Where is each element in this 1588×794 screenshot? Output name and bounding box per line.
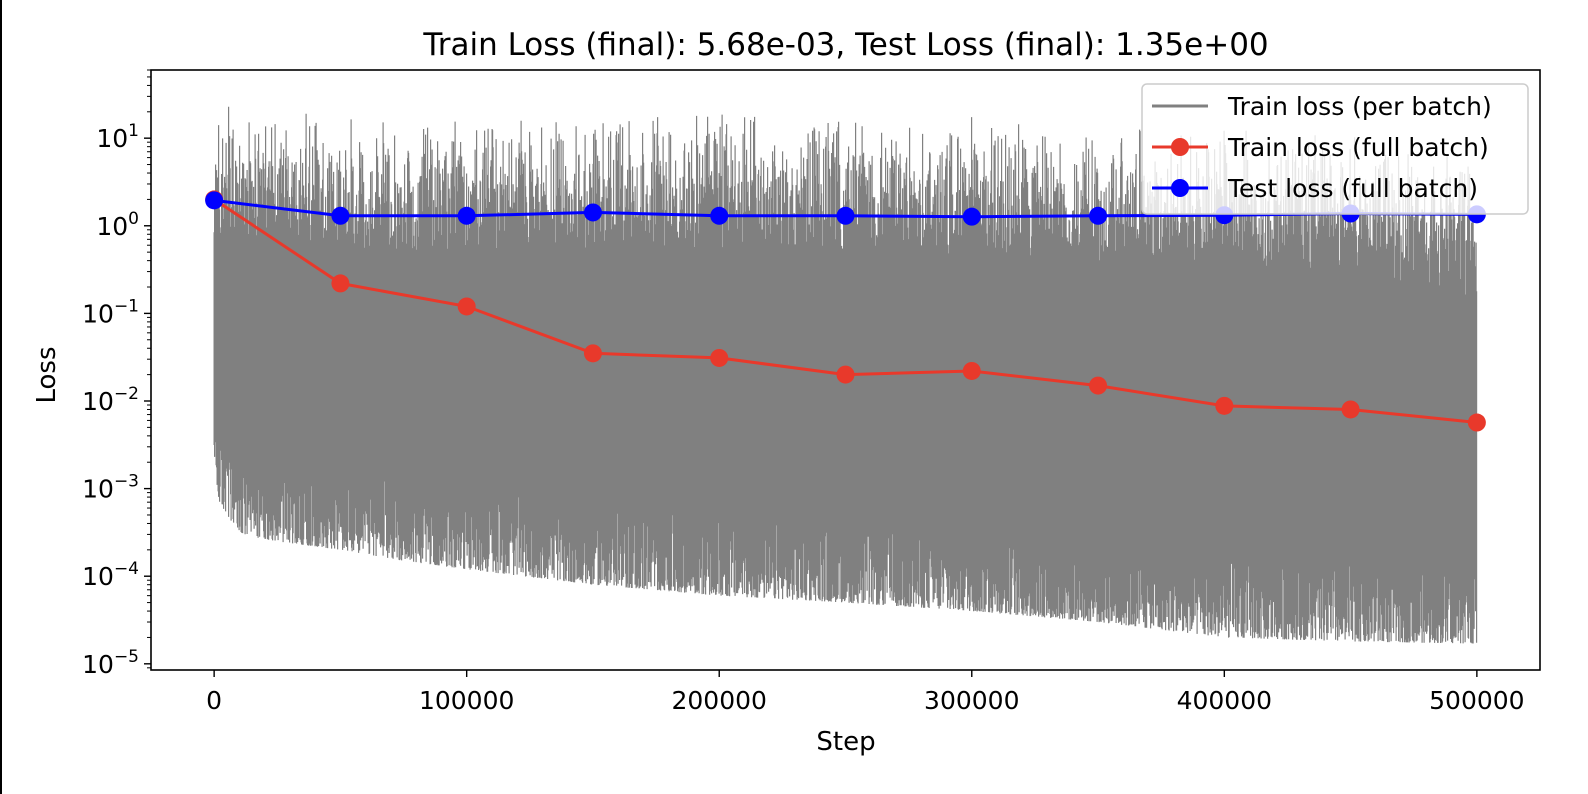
legend-marker-train-loss-full-batch <box>1171 138 1189 156</box>
legend-marker-test-loss-full-batch <box>1171 179 1189 197</box>
x-tick-label: 500000 <box>1429 686 1524 715</box>
y-axis-label: Loss <box>32 346 62 403</box>
test-loss-full-batch-point <box>962 207 981 226</box>
x-tick-label: 300000 <box>924 686 1019 715</box>
train-loss-full-batch-point <box>710 348 729 367</box>
y-tick-label: 10−2 <box>82 384 139 416</box>
test-loss-full-batch-point <box>331 206 350 225</box>
train-loss-full-batch-point <box>457 297 476 316</box>
train-loss-full-batch-point <box>962 361 981 380</box>
legend-label-test-loss-full-batch: Test loss (full batch) <box>1227 174 1478 203</box>
test-loss-full-batch-point <box>710 206 729 225</box>
x-tick-label: 0 <box>206 686 222 715</box>
legend-label-train-loss-per-batch: Train loss (per batch) <box>1227 92 1492 121</box>
train-loss-full-batch-point <box>331 274 350 293</box>
legend-box <box>1141 83 1529 215</box>
legend-label-train-loss-full-batch: Train loss (full batch) <box>1227 133 1489 162</box>
train-loss-full-batch-point <box>1215 396 1234 415</box>
legend: Train loss (per batch) Train loss (full b… <box>1141 83 1529 215</box>
train-loss-full-batch-point <box>583 344 602 363</box>
x-axis-label: Step <box>816 727 875 757</box>
x-tick-label: 400000 <box>1177 686 1272 715</box>
window-left-edge <box>0 0 2 794</box>
axes-frame <box>150 69 1541 671</box>
train-loss-full-batch-point <box>1089 376 1108 395</box>
train-loss-full-batch-point <box>1467 413 1486 432</box>
test-loss-full-batch-point <box>205 191 224 210</box>
train-loss-full-batch-point <box>1341 400 1360 419</box>
y-tick-label: 100 <box>96 209 139 241</box>
test-loss-full-batch-point <box>583 203 602 222</box>
chart-title: Train Loss (final): 5.68e-03, Test Loss … <box>422 27 1268 63</box>
test-loss-full-batch-point <box>1089 206 1108 225</box>
y-tick-label: 10−5 <box>82 647 139 679</box>
y-tick-label: 10−3 <box>82 472 139 504</box>
test-loss-full-batch-point <box>836 206 855 225</box>
y-tick-label: 101 <box>96 121 139 153</box>
axes: 0 100000 200000 300000 400000 500000 10−5 10−4 1… <box>82 69 1541 715</box>
x-tick-label: 200000 <box>672 686 767 715</box>
train-loss-full-batch-point <box>836 365 855 384</box>
train-loss-per-batch-series <box>213 106 1478 644</box>
y-tick-label: 10−4 <box>82 559 139 591</box>
test-loss-full-batch-point <box>457 206 476 225</box>
y-tick-label: 10−1 <box>82 296 139 328</box>
x-tick-label: 100000 <box>419 686 514 715</box>
